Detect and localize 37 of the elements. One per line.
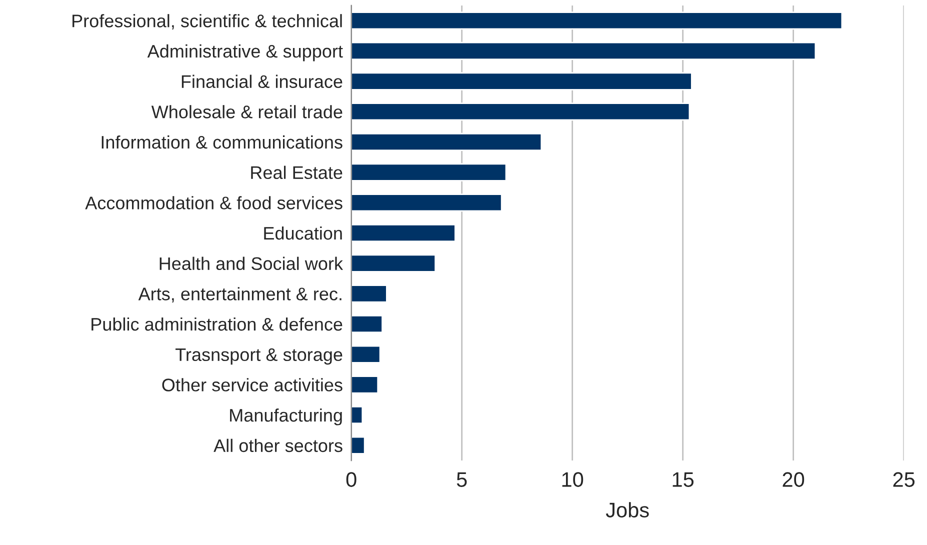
y-tick-label: Health and Social work <box>160 256 344 270</box>
y-tick-label: Wholesale & retail trade <box>151 105 342 118</box>
x-tick-label: 10 <box>562 472 584 487</box>
y-tick-label: Financial & insurace <box>182 74 342 88</box>
y-tick-label: Arts, entertainment & rec. <box>138 287 342 303</box>
bar <box>351 254 436 272</box>
y-tick-label: Information & communications <box>102 135 342 149</box>
y-tick-label: Trasnsport & storage <box>176 348 342 365</box>
bar <box>351 102 690 121</box>
x-tick-label: 5 <box>456 472 467 487</box>
bar <box>351 345 381 364</box>
bar <box>351 314 383 334</box>
y-tick-label: Education <box>264 226 342 240</box>
y-tick-label: Real Estate <box>251 166 342 180</box>
bar <box>351 436 366 454</box>
bar <box>351 194 502 212</box>
bar <box>351 284 388 303</box>
x-tick-label: 25 <box>893 472 915 487</box>
bar <box>351 132 542 152</box>
y-tick-label: All other sectors <box>214 438 342 452</box>
y-tick-label: Manufacturing <box>230 408 342 426</box>
x-tick-label: 15 <box>672 472 694 487</box>
x-tick-label: 0 <box>346 472 356 487</box>
bar <box>351 72 692 90</box>
y-tick-label: Other service activities <box>162 378 342 392</box>
y-tick-label: Professional, scientific & technical <box>72 14 342 30</box>
bar <box>351 163 507 182</box>
bar <box>351 42 816 60</box>
bar <box>351 376 379 394</box>
x-axis-title: Jobs <box>606 502 649 518</box>
bar <box>351 12 843 30</box>
y-tick-label: Accommodation & food services <box>85 196 342 210</box>
bar <box>351 406 364 424</box>
y-tick-label: Administrative & support <box>147 44 343 62</box>
bar <box>351 224 456 242</box>
y-tick-label: Public administration & defence <box>92 317 342 331</box>
x-tick-label: 20 <box>782 472 804 487</box>
